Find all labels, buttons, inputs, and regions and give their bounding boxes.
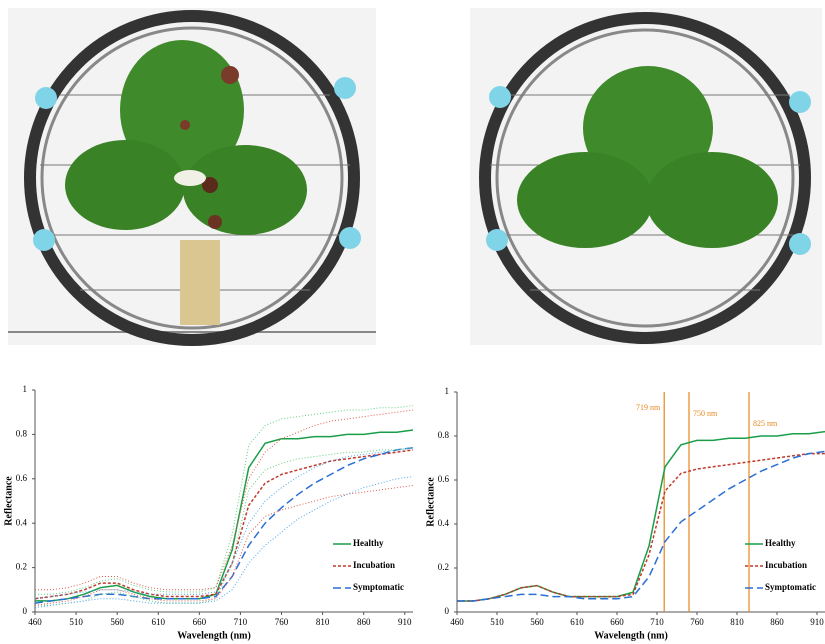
y-tick-label: 0.2: [438, 562, 449, 572]
series-line: [35, 409, 414, 591]
y-tick-label: 0: [445, 606, 450, 616]
series-line: [34, 446, 414, 604]
y-tick-label: 0.2: [16, 562, 27, 572]
marker-label: 825 nm: [753, 419, 778, 428]
y-tick-label: 0.4: [438, 518, 450, 528]
y-tick-label: 0.6: [16, 473, 28, 483]
x-tick-label: 610: [570, 617, 584, 627]
x-tick-label: 460: [450, 617, 464, 627]
series-line: [34, 485, 414, 606]
series-line: [34, 447, 414, 600]
legend-label: Healthy: [353, 538, 384, 548]
x-tick-label: 910: [810, 617, 824, 627]
x-tick-label: 710: [650, 617, 664, 627]
marker-label: 750 nm: [693, 409, 718, 418]
x-tick-label: 610: [152, 617, 166, 627]
photo-left: [8, 8, 376, 346]
y-tick-label: 0.8: [438, 430, 450, 440]
series-line: [35, 447, 414, 606]
series-line: [34, 449, 414, 600]
series-line: [457, 450, 825, 602]
y-axis-title: Reflectance: [425, 477, 436, 527]
x-tick-label: 810: [316, 617, 330, 627]
x-tick-label: 910: [398, 617, 412, 627]
x-axis-title: Wavelength (nm): [594, 630, 668, 641]
legend-label: Healthy: [765, 538, 796, 548]
x-tick-label: 810: [730, 617, 744, 627]
x-tick-label: 510: [69, 617, 83, 627]
legend-label: Symptomatic: [353, 582, 404, 592]
photo-right: [470, 8, 822, 345]
x-tick-label: 660: [610, 617, 624, 627]
legend-label: Incubation: [353, 560, 395, 570]
y-tick-label: 0.8: [16, 428, 28, 438]
x-axis-title: Wavelength (nm): [177, 630, 251, 641]
series-line: [457, 452, 825, 602]
series-line: [457, 430, 825, 602]
x-tick-label: 660: [193, 617, 207, 627]
y-tick-label: 0: [23, 606, 28, 616]
legend-label: Incubation: [765, 560, 807, 570]
series-line: [34, 476, 414, 609]
marker-label: 719 nm: [636, 403, 661, 412]
y-tick-label: 1: [445, 386, 450, 396]
y-tick-label: 0.4: [16, 517, 28, 527]
x-tick-label: 860: [770, 617, 784, 627]
x-tick-label: 510: [490, 617, 504, 627]
y-tick-label: 0.6: [438, 474, 450, 484]
x-tick-label: 760: [275, 617, 289, 627]
series-line: [35, 405, 414, 595]
y-tick-label: 1: [23, 384, 28, 394]
x-tick-label: 760: [690, 617, 704, 627]
x-tick-label: 560: [530, 617, 544, 627]
y-axis-title: Reflectance: [3, 476, 14, 526]
x-tick-label: 560: [110, 617, 124, 627]
series-line: [35, 429, 414, 602]
legend-label: Symptomatic: [765, 582, 816, 592]
x-tick-label: 860: [357, 617, 371, 627]
x-tick-label: 460: [28, 617, 42, 627]
x-tick-label: 710: [234, 617, 248, 627]
